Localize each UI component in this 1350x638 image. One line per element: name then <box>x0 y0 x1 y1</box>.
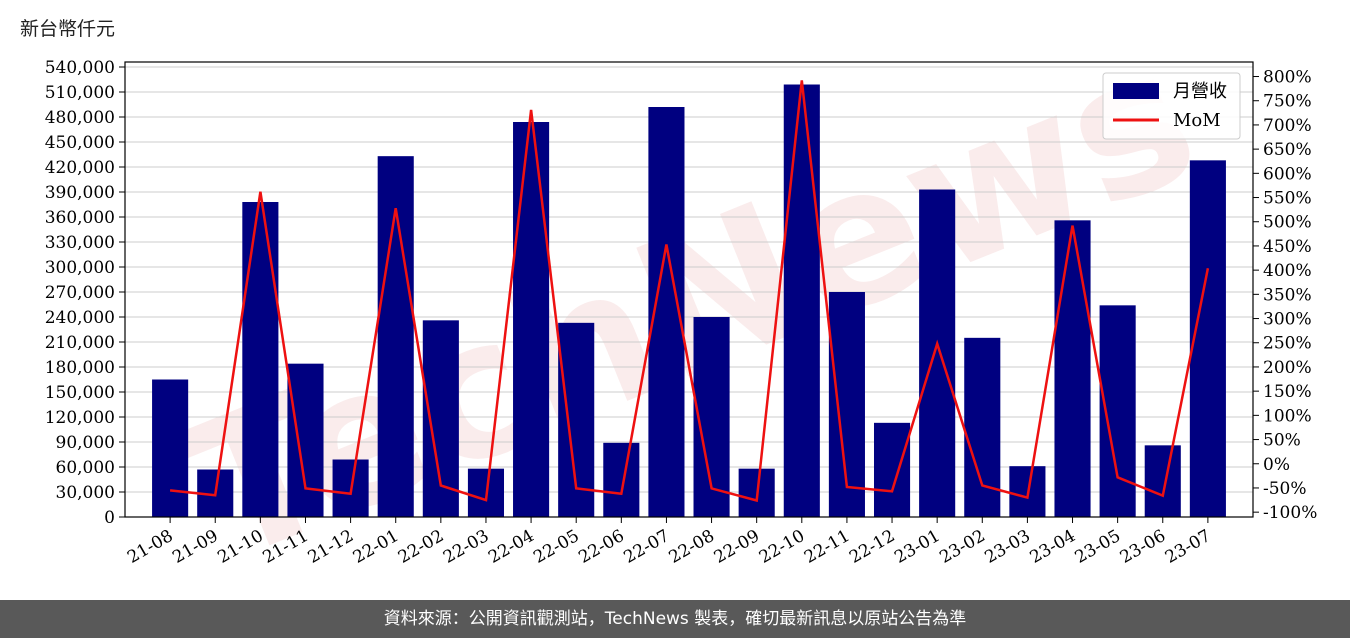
right-tick-label: 800% <box>1263 68 1312 88</box>
x-tick-label: 23-06 <box>1117 526 1169 568</box>
bar-23-01 <box>919 189 956 517</box>
x-tick-label: 22-06 <box>575 526 627 568</box>
bar-22-04 <box>513 122 550 517</box>
right-tick-label: 100% <box>1263 406 1312 426</box>
right-tick-label: 450% <box>1263 237 1312 257</box>
unit-label: 新台幣仟元 <box>20 18 116 40</box>
mom-line <box>169 80 1210 503</box>
legend-bar-swatch <box>1113 83 1159 99</box>
x-tick-label: 22-09 <box>711 526 763 568</box>
bar-21-08 <box>152 379 189 517</box>
bar-22-02 <box>422 320 459 517</box>
right-tick-label: 350% <box>1263 285 1312 305</box>
left-tick-label: 0 <box>104 508 115 528</box>
x-tick-label: 22-04 <box>485 526 537 568</box>
x-tick-label: 23-04 <box>1027 526 1079 568</box>
x-tick-label: 22-10 <box>756 526 808 568</box>
x-tick-label: 23-07 <box>1162 526 1214 568</box>
legend-label-mom: MoM <box>1173 110 1221 131</box>
bar-23-02 <box>964 337 1001 517</box>
right-tick-label: -100% <box>1263 503 1317 523</box>
x-tick-label: 23-03 <box>981 526 1033 568</box>
x-tick-label: 23-02 <box>936 526 988 568</box>
right-tick-label: 550% <box>1263 189 1312 209</box>
left-tick-label: 420,000 <box>45 158 115 178</box>
bar-23-06 <box>1144 445 1181 517</box>
left-tick-label: 120,000 <box>45 408 115 428</box>
left-tick-label: 480,000 <box>45 108 115 128</box>
bar-22-12 <box>873 422 911 517</box>
plot-frame <box>124 61 1254 518</box>
right-tick-label: 200% <box>1263 358 1312 378</box>
left-tick-label: 540,000 <box>45 58 115 78</box>
x-tick-label: 21-08 <box>124 526 176 568</box>
x-tick-label: 22-12 <box>846 526 898 568</box>
x-tick-label: 21-09 <box>169 526 221 568</box>
x-tick-label: 22-07 <box>620 526 672 568</box>
footer-source-note: 資料來源：公開資訊觀測站，TechNews 製表，確切最新訊息以原站公告為準 <box>0 600 1350 638</box>
left-tick-label: 60,000 <box>56 458 115 478</box>
revenue-chart: TechNews 030,00060,00090,000120,000150,0… <box>45 4 1318 600</box>
bar-21-10 <box>242 202 279 517</box>
x-tick-label: 22-05 <box>530 526 582 568</box>
x-tick-label: 22-11 <box>801 526 853 568</box>
right-tick-label: 250% <box>1263 334 1312 354</box>
right-tick-label: 150% <box>1263 382 1312 402</box>
right-tick-label: 700% <box>1263 116 1312 136</box>
bar-22-01 <box>377 156 414 517</box>
x-tick-label: 23-01 <box>891 526 943 568</box>
x-tick-label: 23-05 <box>1072 526 1124 568</box>
right-tick-label: 0% <box>1263 455 1290 475</box>
left-tick-label: 330,000 <box>45 233 115 253</box>
left-tick-label: 150,000 <box>45 383 115 403</box>
right-tick-label: 500% <box>1263 213 1312 233</box>
x-tick-label: 22-08 <box>666 526 718 568</box>
left-tick-label: 450,000 <box>45 133 115 153</box>
legend-label-revenue: 月營收 <box>1173 81 1227 102</box>
right-tick-label: 300% <box>1263 310 1312 330</box>
right-tick-label: 400% <box>1263 261 1312 281</box>
left-tick-label: 510,000 <box>45 83 115 103</box>
left-tick-label: 210,000 <box>45 333 115 353</box>
bar-23-07 <box>1189 160 1226 518</box>
right-tick-label: -50% <box>1263 479 1307 499</box>
left-tick-label: 390,000 <box>45 183 115 203</box>
bar-22-06 <box>603 442 640 517</box>
left-tick-label: 90,000 <box>56 433 115 453</box>
bar-21-11 <box>287 363 324 517</box>
x-tick-label: 22-03 <box>440 526 492 568</box>
bar-23-04 <box>1054 220 1091 518</box>
left-tick-label: 180,000 <box>45 358 115 378</box>
left-tick-label: 300,000 <box>45 258 115 278</box>
mom-line-series <box>169 80 1210 503</box>
right-tick-label: 50% <box>1263 431 1301 451</box>
left-tick-label: 30,000 <box>56 483 115 503</box>
right-tick-label: 650% <box>1263 140 1312 160</box>
right-tick-label: 750% <box>1263 92 1312 112</box>
left-tick-label: 270,000 <box>45 283 115 303</box>
legend: 月營收 MoM <box>1102 72 1241 140</box>
bar-22-10 <box>783 84 820 517</box>
right-tick-label: 600% <box>1263 164 1312 184</box>
left-tick-label: 240,000 <box>45 308 115 328</box>
left-tick-label: 360,000 <box>45 208 115 228</box>
